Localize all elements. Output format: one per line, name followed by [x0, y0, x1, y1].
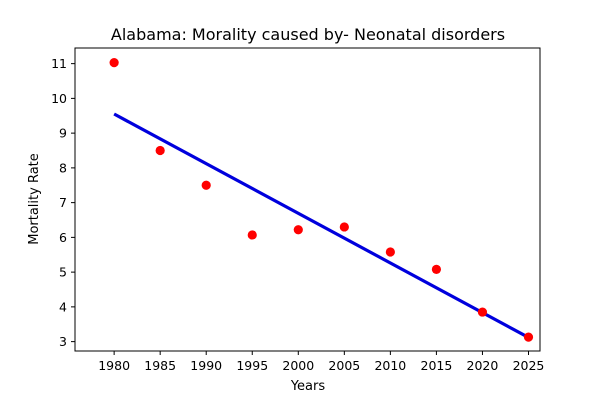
y-tick-label: 4 [59, 299, 67, 314]
data-point [523, 332, 534, 342]
data-point [385, 247, 395, 257]
x-tick-label: 2025 [513, 358, 545, 373]
data-point [477, 307, 488, 317]
x-tick-label: 2020 [467, 358, 499, 373]
y-tick-label: 8 [59, 160, 67, 175]
x-axis-label: Years [290, 379, 326, 394]
y-tick-label: 6 [59, 230, 67, 245]
x-tick-label: 2015 [421, 358, 453, 373]
x-tick-label: 1980 [98, 358, 130, 373]
data-point [109, 57, 119, 68]
data-point [431, 264, 442, 274]
axis-ticks: 1980 1985 1990 1995 2000 2005 2010 2015 2020 2025… [51, 56, 544, 373]
y-tick-label: 11 [51, 56, 67, 71]
y-tick-label: 9 [59, 126, 67, 141]
x-tick-label: 1990 [190, 358, 222, 373]
trend-line [113, 112, 530, 339]
data-point [155, 145, 165, 156]
x-tick-label: 2005 [328, 358, 360, 373]
y-tick-label: 5 [59, 265, 67, 280]
data-point [201, 180, 211, 190]
data-point [247, 230, 257, 240]
x-tick-label: 1985 [144, 358, 176, 373]
plot-marks [109, 57, 534, 342]
y-axis-label: Mortality Rate [27, 153, 42, 245]
y-tick-label: 7 [59, 195, 67, 210]
plot-frame [74, 47, 541, 352]
chart-title: Alabama: Morality caused by- Neonatal di… [111, 25, 505, 44]
y-tick-label: 3 [59, 334, 67, 349]
x-tick-label: 1995 [236, 358, 268, 373]
x-tick-label: 2000 [282, 358, 314, 373]
y-tick-label: 10 [51, 91, 67, 106]
data-point [339, 222, 349, 232]
data-point [293, 225, 303, 235]
x-tick-label: 2010 [374, 358, 406, 373]
